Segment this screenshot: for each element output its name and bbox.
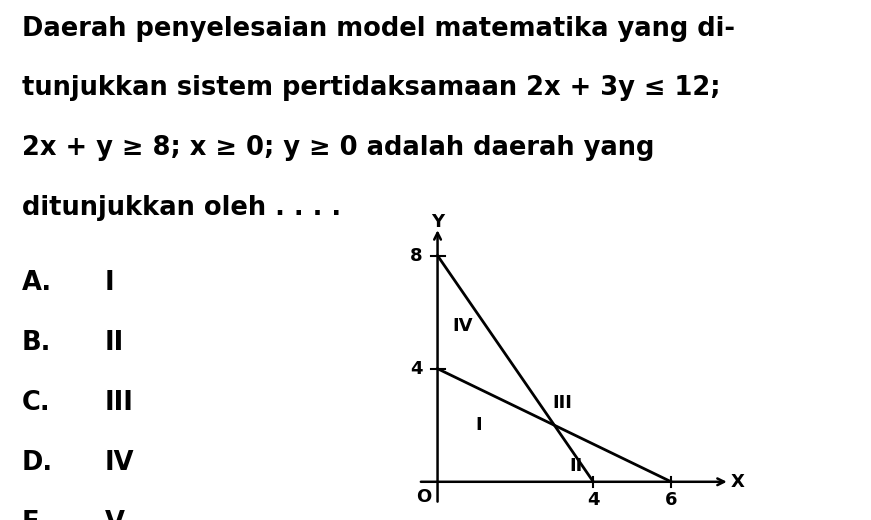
Text: IV: IV	[453, 317, 473, 335]
Text: 6: 6	[665, 491, 678, 509]
Text: C.: C.	[22, 390, 51, 416]
Text: X: X	[731, 473, 745, 491]
Text: Daerah penyelesaian model matematika yang di-: Daerah penyelesaian model matematika yan…	[22, 16, 735, 42]
Text: tunjukkan sistem pertidaksamaan 2x + 3y ≤ 12;: tunjukkan sistem pertidaksamaan 2x + 3y …	[22, 75, 720, 101]
Text: B.: B.	[22, 330, 51, 356]
Text: ditunjukkan oleh . . . .: ditunjukkan oleh . . . .	[22, 195, 341, 221]
Text: 4: 4	[410, 360, 422, 378]
Text: A.: A.	[22, 270, 52, 296]
Text: II: II	[569, 457, 583, 475]
Text: 4: 4	[587, 491, 599, 509]
Text: E.: E.	[22, 510, 49, 520]
Text: O: O	[416, 488, 431, 506]
Text: I: I	[105, 270, 114, 296]
Text: III: III	[105, 390, 133, 416]
Text: II: II	[105, 330, 124, 356]
Text: 2x + y ≥ 8; x ≥ 0; y ≥ 0 adalah daerah yang: 2x + y ≥ 8; x ≥ 0; y ≥ 0 adalah daerah y…	[22, 135, 654, 161]
Text: IV: IV	[105, 450, 134, 476]
Text: III: III	[552, 394, 572, 412]
Text: D.: D.	[22, 450, 53, 476]
Text: 8: 8	[410, 246, 422, 265]
Text: Y: Y	[431, 213, 444, 231]
Text: I: I	[475, 416, 482, 434]
Text: V: V	[105, 510, 125, 520]
